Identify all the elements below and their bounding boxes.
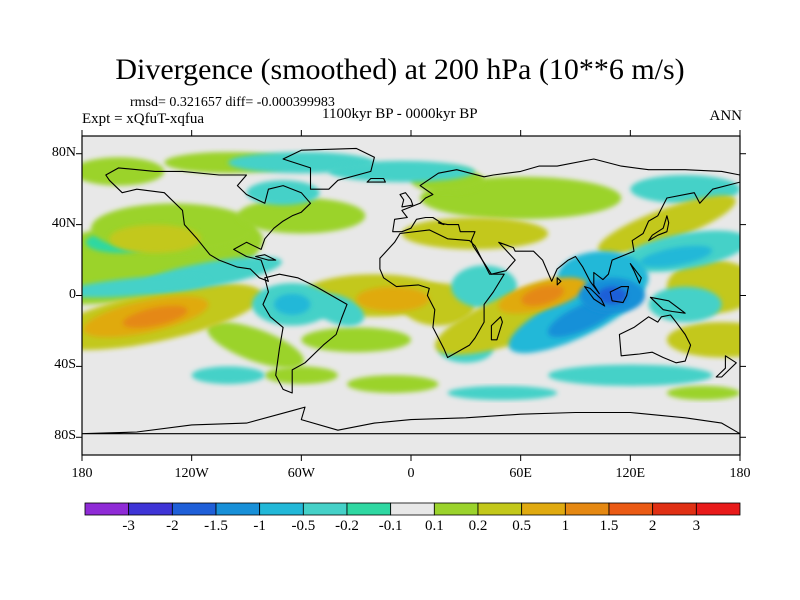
coastline-japan [648,215,670,242]
coastline-sri-lanka [556,277,562,286]
colorbar-box [521,502,566,516]
colorbar-box [128,502,173,516]
coastline-sumatra [584,286,606,307]
divergence-contour [246,180,320,206]
divergence-contour [356,286,430,312]
period-label: 1100kyr BP - 0000kyr BP [322,106,478,122]
colorbar-label: -2 [166,518,179,534]
coastline-iceland [366,177,386,183]
lon-label: 180 [729,466,751,481]
colorbar-label: -0.2 [335,518,359,534]
colorbar-label: 0.5 [512,518,532,534]
colorbar-label: -0.1 [378,518,403,534]
divergence-contour [401,217,549,250]
divergence-contour [548,364,713,386]
colorbar-box [346,502,392,516]
coastline-australia [618,314,692,364]
colorbar-box [652,502,697,516]
lon-label: 60E [509,466,532,481]
coastline-south-america [262,273,348,394]
coastline-new-zealand [715,355,737,378]
divergence-contour [666,322,740,358]
colorbar-box [477,502,523,516]
stats-text: rmsd= 0.321657 diff= -0.000399983 [130,95,335,110]
lat-label: 80N [51,144,76,160]
divergence-contour [451,265,518,308]
lat-label: 40N [51,215,76,231]
colorbar-box [433,502,479,516]
colorbar-label: -1 [253,518,266,534]
divergence-contour [347,375,439,393]
season-label: ANN [709,108,743,124]
lat-label: 80S [54,428,76,444]
lon-label: 180 [71,466,93,481]
divergence-contour [264,366,338,385]
divergence-contour [521,285,564,306]
coastline-britain [399,192,414,208]
divergence-contour [82,157,165,186]
divergence-contour [666,385,740,401]
coastline-madagascar [490,316,503,341]
lat-label: 40S [54,357,76,373]
divergence-contour [273,293,311,315]
lon-label: 120W [174,466,209,481]
colorbar-box [84,502,130,516]
colorbar-box [259,502,304,516]
colorbar-label: -3 [122,518,135,534]
divergence-contour [301,327,411,353]
coastline-north-america [105,167,312,282]
divergence-contour [639,245,713,268]
colorbar-label: 1 [561,518,570,534]
plot-title: Divergence (smoothed) at 200 hPa (10**6 … [115,53,685,86]
colorbar-label: -1.5 [204,518,228,534]
coastline-africa [379,229,505,359]
divergence-contour [328,160,475,183]
divergence-contour [109,224,201,253]
divergence-contour [207,322,305,369]
coastline-cuba [255,254,277,261]
colorbar-label: -0.5 [291,518,316,534]
colorbar-box [302,502,348,516]
colorbar-box [215,502,261,516]
colorbar-box [390,502,435,516]
divergence-contour [237,198,366,234]
divergence-contour [447,385,558,401]
lon-label: 60W [287,466,315,481]
coastline-new-guinea [649,296,686,314]
colorbar-label: 0.1 [424,518,444,534]
coastline-borneo [609,286,630,304]
divergence-contour [191,366,265,385]
divergence-contour [597,195,736,254]
colorbar-box [608,502,654,516]
colorbar-box [564,502,610,516]
colorbar-label: 1.5 [599,518,619,534]
colorbar-label: 0.2 [468,518,488,534]
lat-label: 0 [69,286,76,302]
coastline-antarctica [82,406,740,435]
colorbar-label: 2 [648,518,657,534]
colorbar-box [171,502,217,516]
colorbar-box [695,502,741,516]
divergence-contour [597,286,627,305]
colorbar-label: 3 [692,518,701,534]
divergence-contour [122,305,188,328]
divergence-contour [82,275,210,298]
lon-label: 0 [407,466,415,481]
coastline-eurasia [392,158,740,295]
experiment-label: Expt = xQfuT-xqfua [82,111,205,127]
lon-label: 120E [615,466,646,481]
divergence-contour [648,286,722,323]
coastline-philippines [629,263,642,284]
divergence-contour [311,293,365,326]
coastline-greenland [282,147,375,190]
